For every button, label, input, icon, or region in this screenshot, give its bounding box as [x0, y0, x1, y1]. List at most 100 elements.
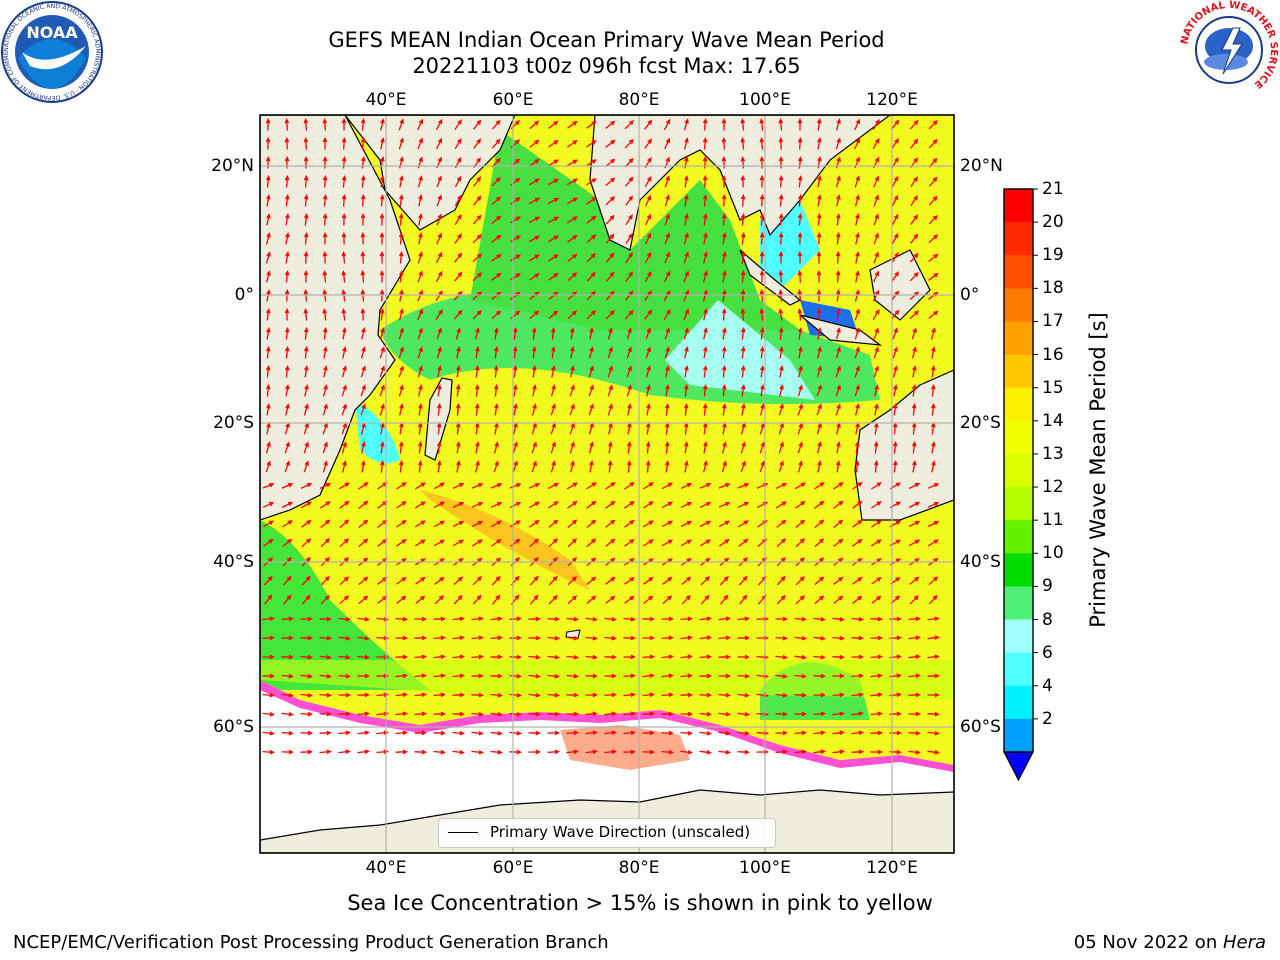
wave-arrow [454, 214, 462, 226]
wave-arrow [794, 749, 808, 755]
wave-arrow [816, 403, 822, 416]
wave-arrow [455, 384, 461, 397]
wave-arrow [836, 194, 841, 207]
wave-arrow [414, 730, 428, 736]
wave-arrow [435, 309, 443, 320]
wave-arrow [509, 616, 522, 622]
wave-arrow [436, 346, 442, 359]
wave-arrow [322, 460, 328, 473]
wave-arrow [360, 175, 366, 188]
wave-arrow [433, 501, 446, 509]
wave-arrow [300, 730, 313, 736]
wave-arrow [703, 441, 708, 454]
wave-arrow [548, 120, 559, 129]
credit-line: NCEP/EMC/Verification Post Processing Pr… [13, 932, 609, 953]
wave-arrow [513, 403, 518, 416]
wave-arrow [532, 384, 537, 397]
wave-arrow [604, 654, 617, 660]
wave-arrow [719, 539, 730, 547]
wave-arrow [604, 730, 617, 736]
wave-arrow [645, 459, 651, 473]
wave-arrow [566, 711, 579, 717]
wave-arrow [322, 270, 328, 283]
land-sumatra [739, 249, 802, 306]
wave-arrow [361, 156, 366, 169]
wave-arrow [473, 138, 482, 149]
wave-arrow [778, 118, 784, 131]
wave-arrow [490, 730, 504, 736]
wave-arrow [889, 616, 902, 622]
wave-arrow [510, 177, 521, 186]
wave-arrow [776, 575, 786, 586]
wave-arrow [418, 403, 423, 416]
chart-subtitle: 20221103 t00z 096h fcst Max: 17.65 [412, 54, 801, 78]
wave-arrow [396, 595, 407, 604]
wave-arrow [490, 616, 504, 622]
wave-arrow [870, 654, 883, 660]
wave-arrow [265, 460, 271, 473]
wave-arrow [341, 136, 347, 150]
wave-arrow [813, 654, 827, 660]
wave-arrow [471, 483, 484, 489]
wave-arrow [472, 234, 482, 244]
wave-arrow [797, 365, 803, 378]
wave-arrow [816, 118, 822, 131]
wave-arrow [889, 673, 902, 679]
wave-arrow [626, 441, 632, 454]
wave-arrow [908, 501, 921, 509]
wave-arrow [927, 482, 940, 489]
wave-arrow [456, 346, 461, 359]
wave-arrow [642, 692, 655, 698]
wave-arrow [927, 711, 940, 717]
wave-arrow [398, 346, 404, 359]
wave-arrow [303, 307, 309, 321]
wave-arrow [606, 252, 615, 263]
wave-arrow [566, 635, 580, 641]
wave-arrow [322, 156, 328, 169]
wave-arrow [797, 213, 803, 226]
wave-arrow [341, 365, 347, 378]
wave-arrow [262, 730, 276, 736]
wave-arrow [585, 749, 598, 755]
wave-arrow [303, 231, 309, 245]
wave-arrow [398, 232, 404, 245]
wave-arrow [452, 482, 465, 489]
wave-arrow [759, 194, 765, 207]
wave-arrow [586, 271, 596, 282]
wave-arrow [605, 576, 616, 585]
wave-arrow [379, 365, 385, 378]
wave-arrow [452, 539, 465, 547]
wave-arrow [908, 635, 922, 641]
wave-arrow [684, 156, 689, 169]
wave-arrow [300, 501, 312, 509]
wave-arrow [644, 309, 653, 320]
wave-arrow [623, 673, 636, 679]
wave-arrow [605, 120, 616, 129]
wave-arrow [528, 482, 541, 489]
wave-arrow [493, 364, 499, 378]
wave-arrow [341, 384, 347, 397]
wave-arrow [357, 692, 370, 698]
wave-arrow [721, 118, 727, 131]
colorbar-tick-label: 20 [1042, 212, 1064, 233]
wave-arrow [699, 520, 712, 528]
wave-arrow [928, 195, 938, 206]
wave-arrow [398, 384, 404, 397]
wave-arrow [436, 137, 443, 150]
wave-arrow [778, 231, 784, 245]
wave-arrow [623, 711, 636, 717]
wave-arrow [759, 345, 765, 359]
wave-arrow [266, 403, 271, 416]
wave-arrow [265, 155, 271, 169]
wave-arrow [360, 365, 366, 378]
wave-arrow [683, 232, 689, 245]
wave-arrow [433, 673, 447, 679]
wave-arrow [779, 365, 784, 378]
wave-arrow [740, 117, 746, 131]
left-lat-label: 20°N [211, 156, 254, 176]
colorbar-segment [1004, 718, 1033, 753]
wave-arrow [358, 595, 369, 605]
wave-arrow [395, 616, 408, 622]
colorbar-segment [1004, 586, 1033, 621]
wave-arrow [510, 538, 521, 547]
